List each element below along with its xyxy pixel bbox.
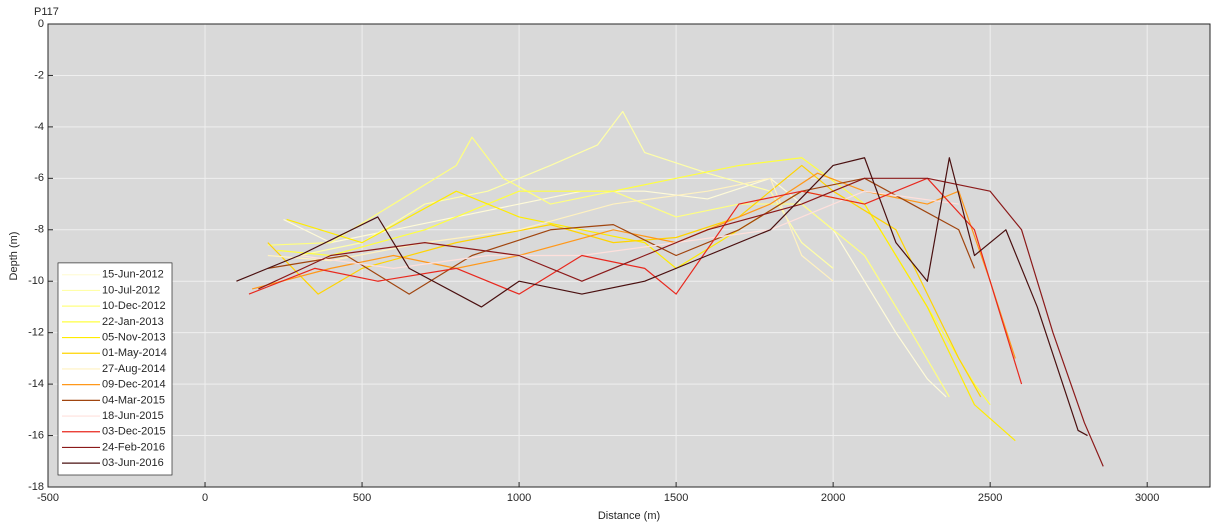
data-line [277,157,991,406]
y-axis-label: Depth (m) [8,232,20,281]
legend-label: 22-Jan-2013 [102,316,164,328]
x-tick-label: -500 [37,492,59,504]
x-tick-label: 2000 [821,492,845,504]
data-line [251,172,1016,359]
chart-title: P117 [34,6,59,18]
legend-label: 03-Dec-2015 [102,426,166,438]
data-line [267,177,976,295]
data-line [299,110,834,269]
y-tick-label: 0 [38,18,44,30]
x-axis-label: Distance (m) [598,510,660,522]
plot-area [48,24,1210,487]
legend-label: 03-Jun-2016 [102,457,164,469]
legend-label: 27-Aug-2014 [102,363,166,375]
legend-label: 18-Jun-2015 [102,410,164,422]
y-tick-label: -16 [28,429,44,441]
y-tick-label: -18 [28,481,44,493]
x-tick-label: 1000 [507,492,531,504]
data-line [267,177,834,282]
y-tick-label: -8 [34,224,44,236]
data-line [267,164,982,398]
data-line [248,177,1023,385]
legend-label: 05-Nov-2013 [102,331,166,343]
data-line [299,190,959,269]
legend-label: 01-May-2014 [102,347,167,359]
data-line [258,177,1104,467]
data-line [267,136,950,398]
y-tick-label: -14 [28,378,44,390]
x-tick-label: 1500 [664,492,688,504]
legend: 15-Jun-2012 10-Jul-2012 10-Dec-2012 22-Jan-… [57,262,173,476]
legend-label: 04-Mar-2015 [102,394,165,406]
data-line [236,157,1088,437]
legend-label: 15-Jun-2012 [102,269,164,281]
y-tick-label: -12 [28,327,44,339]
y-tick-label: -6 [34,172,44,184]
y-tick-label: -2 [34,69,44,81]
x-tick-label: 500 [353,492,371,504]
plot-border [47,23,1211,488]
x-tick-label: 3000 [1135,492,1159,504]
legend-label: 10-Dec-2012 [102,300,166,312]
legend-label: 09-Dec-2014 [102,379,166,391]
y-tick-label: -4 [34,121,44,133]
x-tick-label: 2500 [978,492,1002,504]
x-tick-label: 0 [202,492,208,504]
legend-label: 24-Feb-2016 [102,441,165,453]
y-tick-label: -10 [28,275,44,287]
legend-label: 10-Jul-2012 [102,284,160,296]
